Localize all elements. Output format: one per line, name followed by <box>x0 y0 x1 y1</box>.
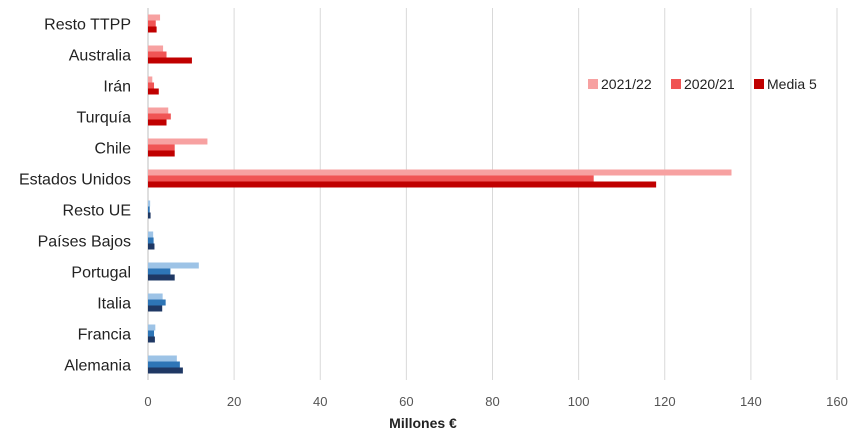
bar <box>148 51 167 58</box>
category-label: Resto UE <box>63 203 131 220</box>
bar <box>148 367 183 374</box>
bar <box>148 45 164 52</box>
bar <box>148 169 732 176</box>
category-label: Turquía <box>76 110 131 127</box>
bar <box>148 330 155 337</box>
legend-swatch <box>671 79 681 89</box>
bar <box>148 212 151 219</box>
bar <box>148 243 155 250</box>
category-label: Resto TTPP <box>44 17 131 34</box>
category-label: Portugal <box>71 265 131 282</box>
category-label: Italia <box>97 296 131 313</box>
bar <box>148 268 171 275</box>
gridlines <box>147 8 838 380</box>
legend-swatch <box>754 79 764 89</box>
x-tick-label: 20 <box>227 394 241 409</box>
bar <box>148 181 657 188</box>
bar <box>148 355 177 362</box>
x-tick-label: 100 <box>568 394 590 409</box>
bar <box>148 88 159 95</box>
bar <box>148 293 163 300</box>
bar <box>148 237 154 244</box>
bar <box>148 361 180 368</box>
x-tick-label: 140 <box>740 394 762 409</box>
bar <box>148 138 208 145</box>
category-label: Australia <box>69 48 131 65</box>
bar <box>148 144 175 151</box>
bar <box>148 26 157 33</box>
bar <box>148 262 199 269</box>
bar <box>148 231 154 238</box>
bar <box>148 336 155 343</box>
bar <box>148 175 594 182</box>
bar <box>148 57 192 64</box>
bar <box>148 324 156 331</box>
legend: 2021/22 2020/21 Media 5 <box>588 76 817 92</box>
bar <box>148 274 175 281</box>
legend-label: 2021/22 <box>601 76 652 92</box>
bar <box>148 14 161 21</box>
x-tick-labels: 0 20 40 60 80 100 120 140 160 <box>144 394 847 409</box>
bar <box>148 206 150 213</box>
x-tick-label: 60 <box>399 394 413 409</box>
bar <box>148 299 166 306</box>
category-label: Países Bajos <box>38 234 131 251</box>
category-label: Chile <box>95 141 132 158</box>
bar <box>148 119 167 126</box>
x-tick-label: 40 <box>313 394 327 409</box>
legend-label: 2020/21 <box>684 76 735 92</box>
x-tick-label: 120 <box>654 394 676 409</box>
x-tick-label: 0 <box>144 394 151 409</box>
bar <box>148 20 156 27</box>
legend-swatch <box>588 79 598 89</box>
bar <box>148 200 151 207</box>
bar <box>148 113 171 120</box>
category-label: Alemania <box>64 358 131 375</box>
bar <box>148 107 169 114</box>
category-label: Irán <box>103 79 131 96</box>
bar <box>148 150 175 157</box>
bars <box>148 14 732 374</box>
bar <box>148 305 163 312</box>
legend-label: Media 5 <box>767 76 817 92</box>
bar <box>148 82 155 89</box>
x-tick-label: 80 <box>485 394 499 409</box>
x-axis-title: Millones € <box>389 415 457 431</box>
category-label: Francia <box>78 327 131 344</box>
category-labels: Resto TTPP Australia Irán Turquía Chile Estad… <box>19 17 131 375</box>
bar <box>148 76 153 83</box>
x-tick-label: 160 <box>826 394 848 409</box>
category-label: Estados Unidos <box>19 172 131 189</box>
